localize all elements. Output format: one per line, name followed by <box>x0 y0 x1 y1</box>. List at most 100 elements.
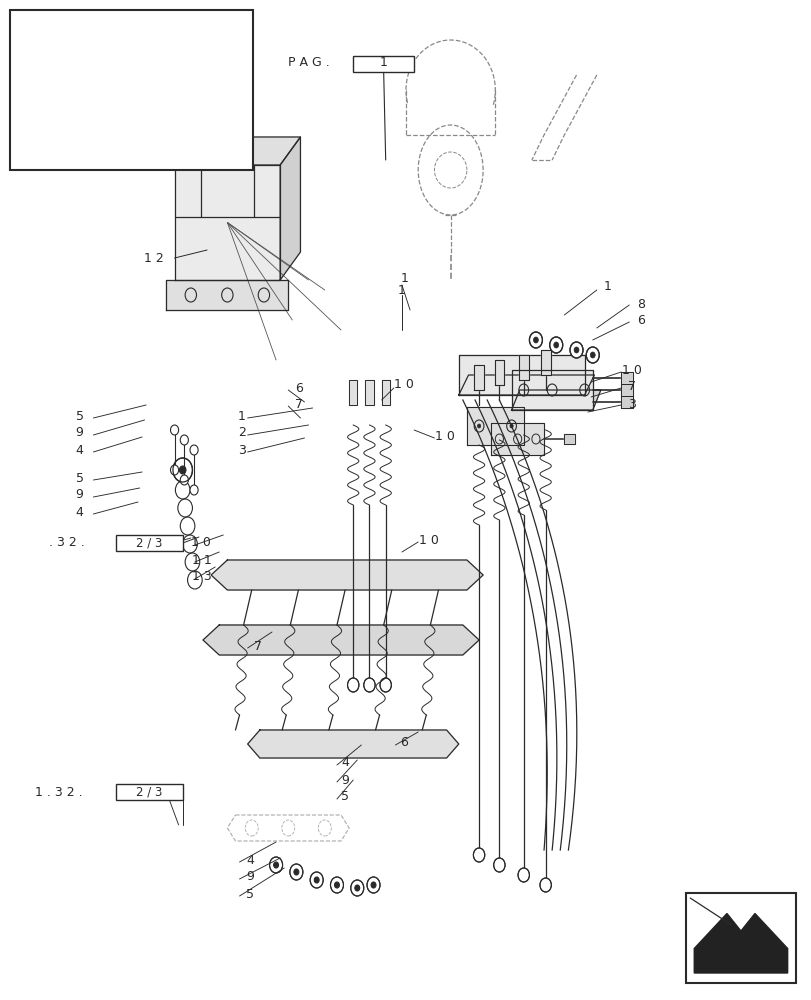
Text: 1 0: 1 0 <box>394 378 414 391</box>
Circle shape <box>367 877 380 893</box>
Text: 9: 9 <box>75 488 84 502</box>
Circle shape <box>380 678 391 692</box>
Text: 1 3: 1 3 <box>191 570 211 584</box>
Polygon shape <box>620 396 633 408</box>
Circle shape <box>350 880 363 896</box>
Polygon shape <box>693 914 787 973</box>
Circle shape <box>371 882 375 888</box>
Circle shape <box>314 877 319 883</box>
Circle shape <box>180 435 188 445</box>
Circle shape <box>533 337 538 343</box>
Circle shape <box>273 862 278 868</box>
Bar <box>685 893 795 983</box>
Circle shape <box>553 342 558 348</box>
Text: 5: 5 <box>341 790 349 804</box>
Text: . 3 2 .: . 3 2 . <box>49 536 84 550</box>
Polygon shape <box>280 137 300 280</box>
Polygon shape <box>458 355 584 395</box>
Circle shape <box>173 458 192 482</box>
Circle shape <box>473 848 484 862</box>
Text: 6: 6 <box>294 381 303 394</box>
Text: 1 0: 1 0 <box>418 534 438 546</box>
Circle shape <box>334 882 339 888</box>
Circle shape <box>539 878 551 892</box>
Bar <box>10 10 253 170</box>
Circle shape <box>529 332 542 348</box>
Circle shape <box>179 466 186 474</box>
Text: 9: 9 <box>75 426 84 440</box>
Text: 1: 1 <box>380 56 387 70</box>
Circle shape <box>549 337 562 353</box>
Text: 1 0: 1 0 <box>621 364 641 377</box>
Text: 4: 4 <box>75 506 84 518</box>
Circle shape <box>363 678 375 692</box>
Text: 1: 1 <box>603 280 611 294</box>
Text: 9: 9 <box>246 870 254 884</box>
Text: 7: 7 <box>294 397 303 410</box>
Text: 3: 3 <box>238 444 246 456</box>
Text: 1 0: 1 0 <box>191 536 211 550</box>
Text: 9: 9 <box>341 774 349 786</box>
Bar <box>116 784 182 800</box>
Polygon shape <box>474 365 483 390</box>
Text: 2 / 3: 2 / 3 <box>136 786 162 798</box>
Text: 6: 6 <box>637 314 645 328</box>
Text: 1: 1 <box>397 284 406 296</box>
Circle shape <box>310 872 323 888</box>
Text: 4: 4 <box>75 444 84 456</box>
Text: 1 1: 1 1 <box>191 554 211 566</box>
Bar <box>14 15 249 165</box>
Bar <box>353 56 414 72</box>
Circle shape <box>586 347 599 363</box>
Polygon shape <box>203 625 478 655</box>
Polygon shape <box>620 372 633 384</box>
Circle shape <box>180 475 188 485</box>
Text: 5: 5 <box>75 472 84 485</box>
Polygon shape <box>174 165 280 280</box>
Polygon shape <box>564 434 574 444</box>
Text: 1 0: 1 0 <box>435 430 454 442</box>
Circle shape <box>190 485 198 495</box>
Circle shape <box>569 342 582 358</box>
Text: 1: 1 <box>400 271 408 284</box>
Text: 4: 4 <box>246 854 254 866</box>
Polygon shape <box>349 380 357 405</box>
Circle shape <box>517 868 529 882</box>
Polygon shape <box>381 380 389 405</box>
Polygon shape <box>491 423 543 455</box>
Circle shape <box>170 425 178 435</box>
Text: 5: 5 <box>75 410 84 422</box>
Polygon shape <box>494 360 504 385</box>
Circle shape <box>290 864 303 880</box>
Text: 6: 6 <box>400 736 408 750</box>
Polygon shape <box>466 407 523 445</box>
Polygon shape <box>518 355 528 380</box>
Bar <box>116 535 182 551</box>
Polygon shape <box>365 380 373 405</box>
Circle shape <box>477 424 480 428</box>
Polygon shape <box>166 280 288 310</box>
Text: 7: 7 <box>254 640 262 652</box>
Polygon shape <box>247 730 458 758</box>
Polygon shape <box>620 384 633 396</box>
Text: 1: 1 <box>238 410 246 422</box>
Text: 3: 3 <box>627 397 635 410</box>
Text: 1 2: 1 2 <box>144 251 164 264</box>
Polygon shape <box>540 350 550 375</box>
Circle shape <box>330 877 343 893</box>
Text: 7: 7 <box>627 380 635 393</box>
Text: 5: 5 <box>246 888 254 900</box>
Circle shape <box>347 678 358 692</box>
Polygon shape <box>511 390 600 410</box>
Polygon shape <box>458 375 594 395</box>
Polygon shape <box>211 560 483 590</box>
Circle shape <box>590 352 594 358</box>
Circle shape <box>170 465 178 475</box>
Text: 8: 8 <box>637 298 645 310</box>
Circle shape <box>269 857 282 873</box>
Text: 2: 2 <box>238 426 246 440</box>
Circle shape <box>509 424 513 428</box>
Text: 2 / 3: 2 / 3 <box>136 536 162 550</box>
Text: P A G .: P A G . <box>288 56 329 70</box>
Polygon shape <box>174 137 300 165</box>
